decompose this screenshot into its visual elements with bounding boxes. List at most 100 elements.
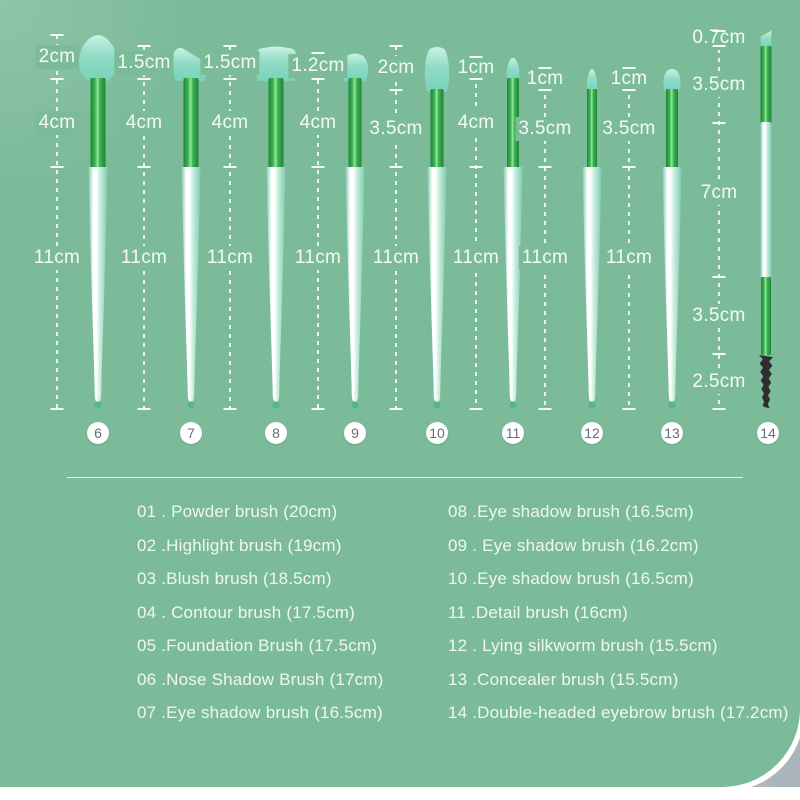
legend-item: 08 .Eye shadow brush (16.5cm): [448, 502, 694, 521]
ruler-line: [475, 57, 477, 409]
ruler-label: 1cm: [454, 56, 498, 80]
handle-tip-dot: [509, 401, 517, 409]
brush-ferrule: [430, 89, 444, 168]
ruler-label: 4cm: [122, 111, 166, 135]
brush-handle: [662, 167, 682, 402]
brush-head: [172, 47, 207, 81]
brush-illustration-8: [254, 46, 298, 409]
handle-tip-dot: [187, 401, 195, 409]
brush-number-badge: 9: [344, 422, 366, 444]
ruler-line: [229, 46, 231, 409]
brush-head: [506, 58, 520, 81]
ruler-line: [143, 46, 145, 409]
legend-item: 11 .Detail brush (16cm): [448, 602, 629, 622]
ruler-label: 1.5cm: [114, 50, 174, 75]
brush-handle: [345, 167, 365, 402]
brush-number-badge: 8: [265, 422, 287, 444]
ruler-tick: [311, 78, 325, 80]
ruler-tick: [469, 166, 483, 168]
brush-illustrations: [79, 30, 773, 409]
ruler-tick: [622, 89, 636, 91]
ruler-label: 2.5cm: [689, 369, 749, 394]
ruler-tick: [50, 166, 64, 168]
brush-size-diagram: 2cm 4cm 11cm 1.5cm 4cm 11cm 1.5cm 4cm 11cm 1.2cm 4…: [30, 27, 779, 444]
handle-tip-dot: [94, 401, 102, 409]
ruler-line: [628, 68, 630, 409]
ruler-tick: [50, 34, 64, 36]
brush-head: [760, 30, 772, 48]
ruler-label: 3.5cm: [599, 116, 659, 141]
brush-illustration-7: [172, 47, 207, 409]
ruler-tick: [223, 166, 237, 168]
legend-item: 07 .Eye shadow brush (16.5cm): [137, 703, 383, 722]
ruler-tick: [622, 67, 636, 69]
handle-tip-dot: [588, 401, 596, 409]
ruler-tick: [389, 45, 403, 47]
handle-tip-dot: [433, 401, 441, 409]
handle-tip-dot: [272, 401, 280, 409]
ruler-label: 4cm: [35, 111, 79, 135]
ruler-label: 4cm: [296, 111, 340, 135]
brush-handle: [427, 167, 447, 402]
brush-number-badge: 11: [502, 422, 524, 444]
brush-head: [254, 46, 298, 81]
brush-illustration-9: [341, 53, 369, 409]
brush-number-badge: 6: [87, 422, 109, 444]
spoolie-head: [759, 355, 773, 409]
legend-item: 01 . Powder brush (20cm): [137, 502, 338, 521]
ruler-line: [317, 52, 319, 409]
brush-head: [424, 47, 450, 92]
ruler-tick: [137, 78, 151, 80]
ruler-label: 1.5cm: [200, 50, 260, 75]
ruler-label: 11cm: [449, 246, 503, 270]
ruler-label: 2cm: [35, 45, 79, 69]
brush-ferrule: [268, 78, 284, 168]
handle-tip-dot: [668, 401, 676, 409]
brush-illustration-11: [503, 58, 523, 409]
ruler-tick: [712, 122, 726, 124]
ruler-tick: [137, 45, 151, 47]
ruler-label: 1cm: [607, 67, 651, 91]
brush-ferrule: [666, 89, 678, 168]
ruler-label: 11cm: [369, 246, 423, 270]
bottom-white-strip: [0, 787, 800, 800]
brush-ferrule: [760, 46, 772, 124]
ruler-label: 11cm: [117, 246, 171, 270]
divider-line: [67, 477, 743, 478]
legend-item: 02 .Highlight brush (19cm): [137, 535, 342, 555]
ruler-tick: [223, 45, 237, 47]
handle-tip-dot: [351, 401, 359, 409]
legend-item: 09 . Eye shadow brush (16.2cm): [448, 535, 699, 555]
ruler-tick: [712, 276, 726, 278]
brush-illustration-13: [662, 69, 682, 409]
brush-illustration-10: [424, 47, 450, 409]
ruler-tick: [622, 166, 636, 168]
ruler-label: 11cm: [518, 246, 572, 270]
brush-ferrule: [348, 78, 362, 168]
brush-number-badge: 14: [757, 422, 779, 444]
ruler-label: 11cm: [30, 246, 84, 270]
ruler-label: 1.2cm: [288, 53, 348, 78]
brush-handle: [503, 167, 523, 402]
legend-column-right: 08 .Eye shadow brush (16.5cm) 09 . Eye sh…: [448, 503, 789, 738]
brush-number-badge: 12: [581, 422, 603, 444]
ruler-label: 4cm: [454, 111, 498, 135]
brush-number-badge: 13: [661, 422, 683, 444]
ruler-line: [718, 30, 720, 409]
brush-handle: [760, 122, 772, 278]
ruler-tick: [137, 166, 151, 168]
brush-head: [341, 53, 369, 81]
ruler-line: [395, 46, 397, 409]
ruler-label: 3.5cm: [689, 303, 749, 328]
legend-item: 12 . Lying silkworm brush (15.5cm): [448, 636, 718, 655]
brush-head: [663, 69, 681, 92]
ruler-tick: [538, 67, 552, 69]
brush-illustration-6: [79, 35, 117, 409]
ruler-tick: [389, 408, 403, 410]
brush-number-badge: 7: [180, 422, 202, 444]
brush-ferrule: [587, 89, 597, 168]
brush-handle: [266, 167, 286, 402]
ruler-label: 11cm: [203, 246, 257, 270]
ruler-tick: [712, 45, 726, 47]
